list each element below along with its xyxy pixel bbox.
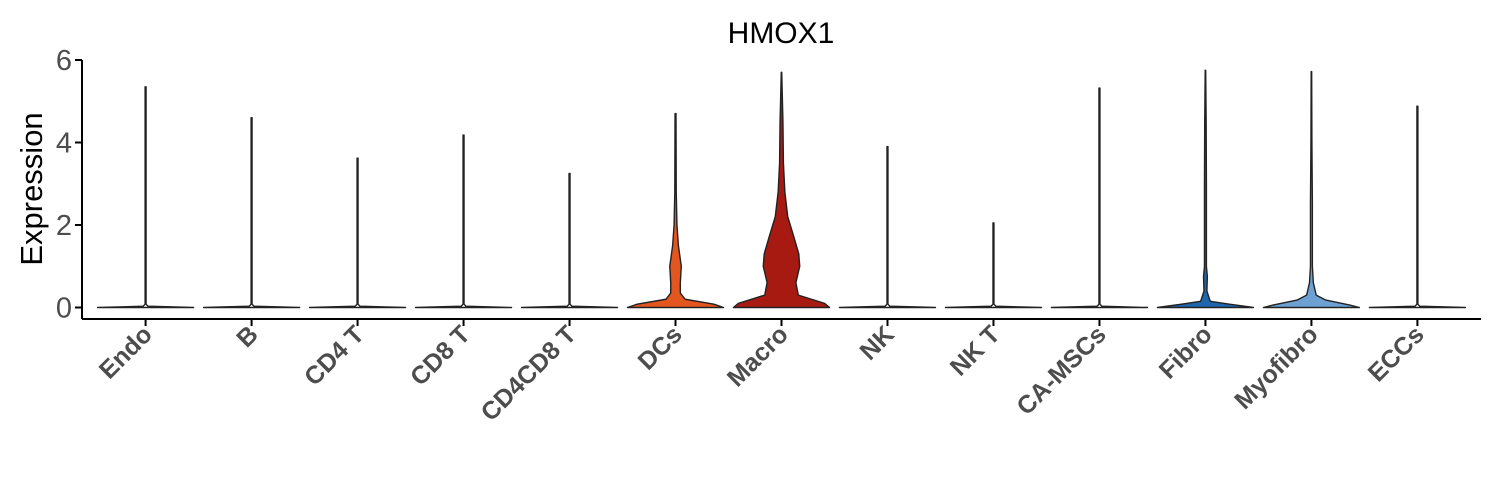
x-tick-label-ca-mscs: CA-MSCs xyxy=(1011,320,1111,420)
violins-group xyxy=(96,69,1467,309)
violin-cd4cd8-t xyxy=(520,172,619,309)
chart-title: HMOX1 xyxy=(728,17,835,50)
x-tick-label-eccs: ECCs xyxy=(1363,320,1430,387)
x-tick-label-cd4cd8-t: CD4CD8 T xyxy=(476,320,582,426)
violin-cd4-t xyxy=(308,157,407,309)
violin-cd8-t xyxy=(414,134,513,309)
x-ticks-group: Endo B CD4 T CD8 T CD4CD8 T DCs Macro NK NK T CA-… xyxy=(94,319,1430,427)
violin-b xyxy=(202,117,301,309)
x-tick-label-cd4-t: CD4 T xyxy=(299,320,370,391)
x-tick-label-cd8-t: CD8 T xyxy=(405,320,476,391)
y-tick-label: 2 xyxy=(56,210,72,242)
violin-nk xyxy=(838,145,937,309)
x-tick-label-myofibro: Myofibro xyxy=(1229,320,1323,414)
y-tick-label: 4 xyxy=(56,128,72,160)
x-tick-label-macro: Macro xyxy=(722,320,794,392)
x-tick-label-fibro: Fibro xyxy=(1154,320,1218,384)
violin-endo xyxy=(96,86,195,309)
x-tick-label-nk-t: NK T xyxy=(945,320,1006,381)
y-tick-label: 6 xyxy=(56,45,72,77)
violin-macro xyxy=(732,71,831,309)
y-axis-label: Expression xyxy=(14,112,49,265)
y-tick-label: 0 xyxy=(56,293,72,325)
violin-dcs xyxy=(626,112,725,309)
violin-nk-t xyxy=(944,222,1043,309)
violin-ca-mscs xyxy=(1050,87,1149,309)
y-ticks-group: 0 2 4 6 xyxy=(56,45,82,325)
x-tick-label-b: B xyxy=(231,320,264,353)
violin-myofibro xyxy=(1262,70,1361,309)
x-tick-label-nk: NK xyxy=(854,320,899,365)
violin-fibro xyxy=(1156,69,1255,309)
violin-eccs xyxy=(1368,105,1467,309)
x-tick-label-dcs: DCs xyxy=(633,320,688,375)
x-tick-label-endo: Endo xyxy=(94,320,158,384)
